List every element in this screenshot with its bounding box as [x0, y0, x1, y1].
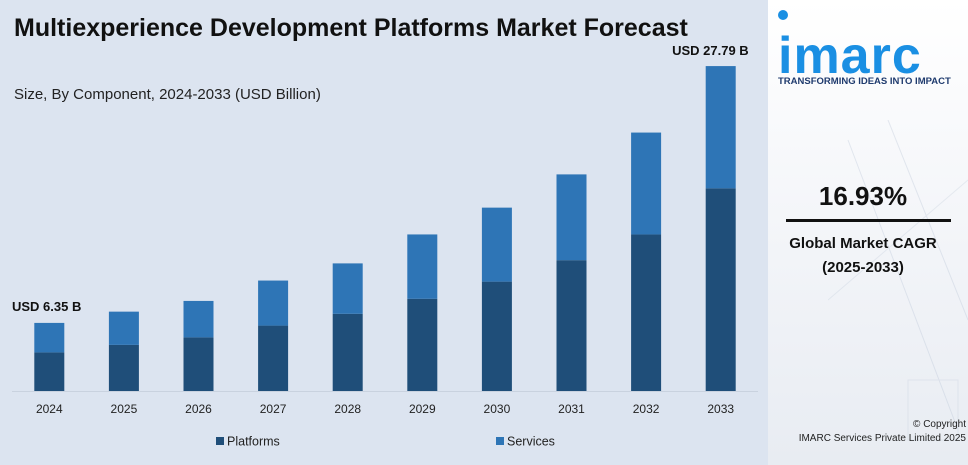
x-tick-label: 2025	[111, 402, 138, 416]
cagr-value: 16.93%	[818, 181, 908, 211]
x-tick-label: 2026	[185, 402, 212, 416]
x-tick-label: 2032	[633, 402, 660, 416]
logo-tagline: TRANSFORMING IDEAS INTO IMPACT	[778, 76, 951, 87]
data-label-2033: USD 27.79 B	[672, 43, 749, 58]
x-tick-label: 2024	[36, 402, 63, 416]
bar-services-2030	[481, 207, 512, 282]
bar-platforms-2033	[705, 188, 736, 391]
data-label-2024: USD 6.35 B	[12, 299, 81, 314]
copyright: © Copyright IMARC Services Private Limit…	[768, 418, 966, 446]
bar-services-2028	[332, 263, 363, 314]
x-tick-label: 2027	[260, 402, 287, 416]
bar-platforms-2032	[631, 234, 662, 391]
bar-services-2032	[631, 132, 662, 235]
chart-subtitle: Size, By Component, 2024-2033 (USD Billi…	[14, 86, 321, 103]
bar-platforms-2028	[332, 313, 363, 391]
bar-platforms-2030	[481, 281, 512, 391]
sidebar: imarc TRANSFORMING IDEAS INTO IMPACT 16.…	[768, 0, 968, 465]
bar-platforms-2026	[183, 337, 214, 391]
legend-label-services: Services	[507, 435, 555, 449]
x-tick-label: 2031	[558, 402, 585, 416]
x-tick-label: 2028	[334, 402, 361, 416]
stacked-bar-chart: 2024 USD 6.35 B 2025 2026 2027 2028 2029 2030 20…	[12, 43, 758, 449]
chart-panel: Multiexperience Development Platforms Ma…	[12, 14, 758, 449]
bar-services-2033	[705, 66, 736, 189]
bar-services-2025	[108, 311, 139, 345]
background-chart-decoration	[828, 120, 968, 441]
cagr-label: Global Market CAGR (2025-2033)	[768, 232, 958, 280]
x-tick-label: 2029	[409, 402, 436, 416]
cagr-label-line2: (2025-2033)	[822, 259, 904, 276]
legend-swatch-services	[496, 437, 504, 445]
bar-services-2031	[556, 174, 587, 261]
copyright-line1: © Copyright	[913, 419, 966, 430]
copyright-line2: IMARC Services Private Limited 2025	[798, 433, 966, 444]
bar-services-2024	[34, 322, 65, 353]
bar-services-2027	[258, 280, 289, 326]
bar-platforms-2029	[407, 298, 438, 391]
bar-platforms-2024	[34, 352, 65, 391]
bar-services-2029	[407, 234, 438, 299]
x-tick-label: 2033	[707, 402, 734, 416]
chart-title: Multiexperience Development Platforms Ma…	[14, 14, 688, 42]
imarc-logo[interactable]: imarc	[778, 27, 922, 85]
bar-platforms-2027	[258, 325, 289, 391]
logo-dot	[778, 10, 788, 20]
x-tick-label: 2030	[484, 402, 511, 416]
bar-services-2026	[183, 300, 214, 338]
legend-swatch-platforms	[216, 437, 224, 445]
cagr-divider	[786, 219, 951, 222]
legend-label-platforms: Platforms	[227, 435, 280, 449]
cagr-label-line1: Global Market CAGR	[789, 235, 937, 252]
bar-platforms-2031	[556, 260, 587, 391]
bar-platforms-2025	[108, 344, 139, 391]
